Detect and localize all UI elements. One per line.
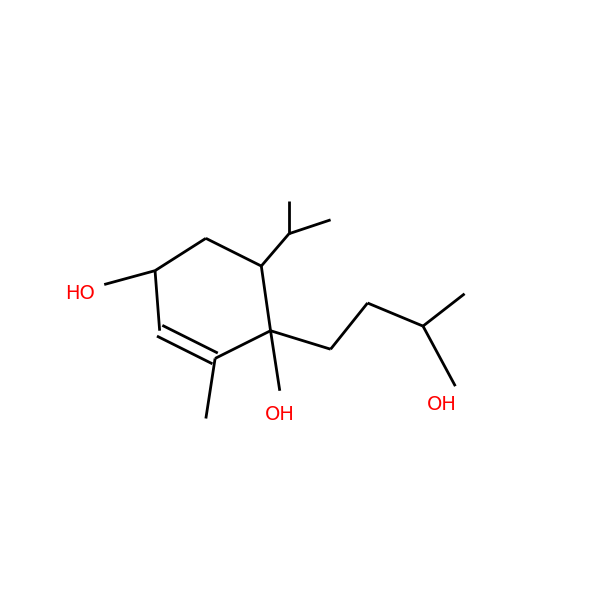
Text: HO: HO	[65, 284, 95, 303]
Text: OH: OH	[427, 395, 457, 415]
Text: OH: OH	[265, 404, 295, 424]
